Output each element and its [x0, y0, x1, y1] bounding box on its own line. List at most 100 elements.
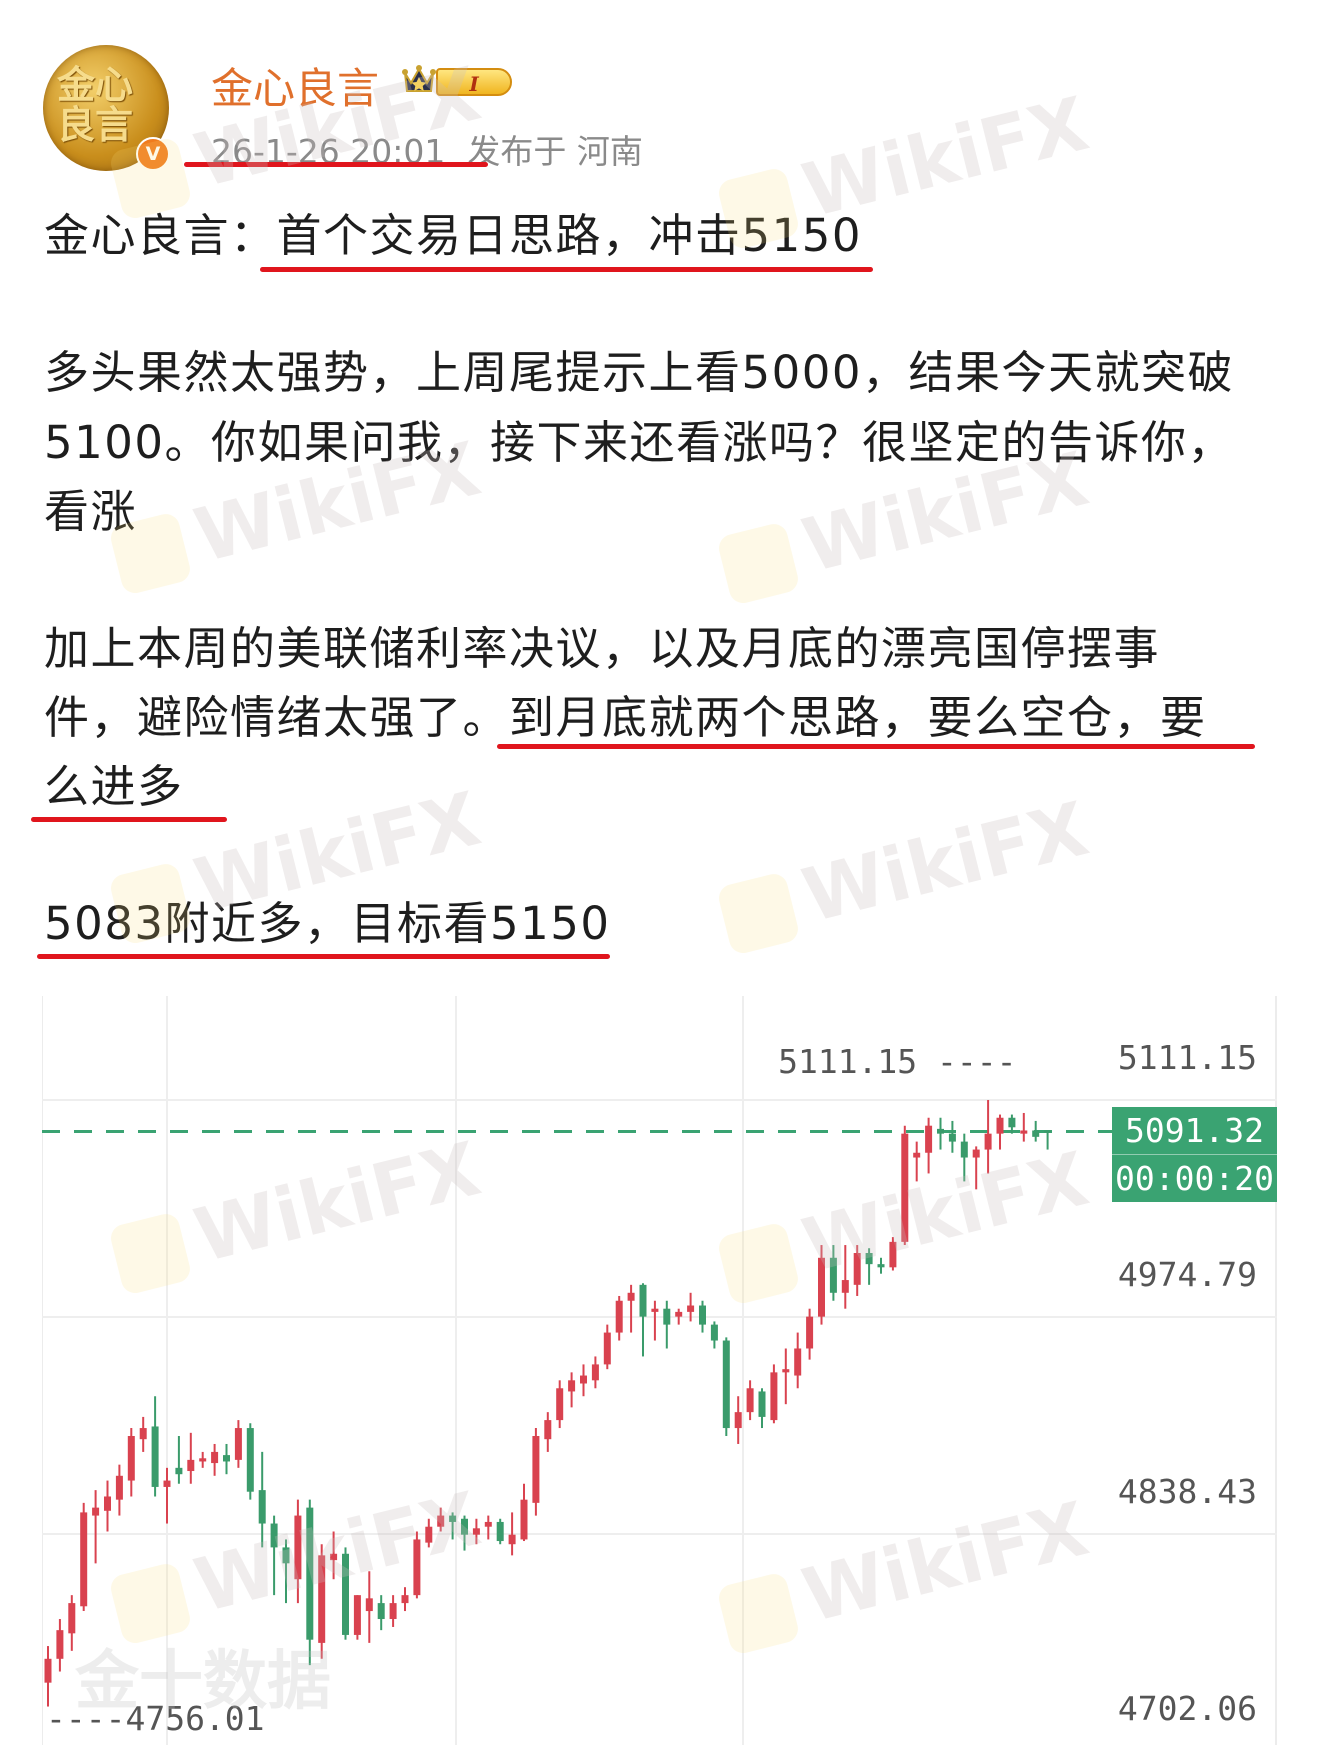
candle-body [580, 1375, 587, 1384]
current-price: 5091.32 [1124, 1111, 1265, 1150]
candle-body [377, 1603, 385, 1620]
watermark: WikiFX [713, 786, 1096, 960]
author-avatar[interactable]: 金心 良言 [43, 45, 169, 171]
paragraph1-line: 看涨 [44, 485, 138, 538]
highlight-underline [497, 744, 1255, 749]
paragraph2-line: 加上本周的美联储利率决议，以及月底的漂亮国停摆事 [44, 622, 1161, 675]
candle-body [425, 1526, 433, 1543]
candle-body [984, 1133, 992, 1150]
candle-body [234, 1428, 242, 1460]
post-title: 金心良言：首个交易日思路，冲击5150 [44, 206, 862, 266]
candle-body [818, 1257, 825, 1317]
watermark-logo-icon [716, 521, 802, 607]
candle-body [496, 1521, 504, 1542]
candle-body [353, 1595, 361, 1635]
candle-body [877, 1264, 885, 1268]
trade-plan-line: 5083附近多，目标看5150 [44, 897, 611, 950]
candle-body [294, 1515, 302, 1580]
candle-body [127, 1436, 135, 1481]
crown-icon [402, 65, 436, 92]
author-name[interactable]: 金心良言 [211, 64, 380, 113]
price-chart [42, 996, 1277, 1745]
candle-body [532, 1436, 540, 1503]
candle-body [960, 1141, 968, 1158]
candle-body [282, 1547, 290, 1564]
candle-body [663, 1308, 671, 1325]
candle-body [151, 1426, 159, 1487]
candle-body [187, 1459, 195, 1472]
candle-body [996, 1117, 1004, 1134]
candle-body [520, 1499, 528, 1540]
candle-body [758, 1391, 766, 1417]
candle-body [889, 1241, 897, 1268]
candle-body [746, 1388, 754, 1413]
candle-body [306, 1507, 314, 1640]
candle-body [913, 1152, 921, 1158]
candle-body [484, 1521, 492, 1527]
candle-body [710, 1324, 718, 1341]
candle-body [318, 1555, 326, 1643]
candle-body [211, 1451, 219, 1464]
candle-body [901, 1133, 909, 1242]
candle-body [270, 1523, 278, 1548]
candle-body [734, 1412, 742, 1429]
candle-body [568, 1380, 576, 1392]
candle-body [603, 1332, 611, 1365]
candle-body [401, 1595, 409, 1604]
highlight-underline [31, 817, 227, 822]
candle-body [258, 1490, 266, 1524]
candle-body [841, 1280, 849, 1293]
candle-body [794, 1348, 802, 1376]
verified-badge-icon: V [136, 137, 170, 171]
candle-body [139, 1428, 147, 1440]
y-tick-label: 4838.43 [1117, 1471, 1257, 1511]
candle-body [44, 1658, 52, 1683]
candle-body [651, 1308, 659, 1312]
candle-body [365, 1598, 373, 1612]
candle-body [782, 1369, 790, 1373]
candle-body [508, 1534, 516, 1545]
candle-body [68, 1603, 76, 1634]
y-tick-label: 4974.79 [1117, 1254, 1257, 1294]
candle-body [56, 1630, 64, 1659]
candle-body [865, 1253, 873, 1265]
candle-body [115, 1475, 123, 1500]
candle-body [246, 1428, 254, 1492]
candle-body [687, 1305, 695, 1312]
paragraph1-line: 多头果然太强势，上周尾提示上看5000，结果今天就突破 [44, 346, 1235, 399]
paragraph2-line: 件，避险情绪太强了。到月底就两个思路，要么空仓，要 [44, 688, 1207, 748]
candle-body [770, 1372, 778, 1421]
candle-body [92, 1507, 100, 1516]
highlight-underline [37, 954, 610, 959]
candle-body [925, 1125, 933, 1153]
candle-body [627, 1292, 635, 1301]
candle-body [472, 1528, 480, 1535]
candle-body [413, 1539, 421, 1596]
candle-body [104, 1496, 111, 1511]
candle-body [675, 1311, 683, 1317]
candle-body [461, 1518, 468, 1535]
candle-body [389, 1603, 397, 1620]
candle-body [449, 1515, 457, 1522]
candle-body [556, 1388, 564, 1421]
paragraph2-plain: 件，避险情绪太强了。 [44, 691, 510, 744]
level-badge: I [436, 68, 512, 96]
candle-body [829, 1257, 837, 1293]
y-tick-label: 5111.15 [1117, 1038, 1257, 1077]
candle-body [544, 1420, 552, 1440]
candle-body [437, 1515, 445, 1527]
paragraph1-line: 5100。你如果问我，接下来还看涨吗？很坚定的告诉你， [44, 416, 1235, 469]
high-annotation: 5111.15 ---- [778, 1042, 1017, 1081]
candle-body [330, 1553, 338, 1561]
candle-body [223, 1455, 230, 1462]
candle-body [1044, 1130, 1052, 1133]
candle-body [1008, 1117, 1016, 1128]
candle-body [853, 1253, 861, 1285]
paragraph2-line: 么进多 [44, 760, 184, 813]
candle-body [1020, 1130, 1028, 1134]
title-prefix: 金心良言： [44, 209, 277, 262]
candle-body [972, 1149, 980, 1158]
highlight-underline [184, 162, 488, 167]
watermark-logo-icon [716, 871, 802, 957]
candle-body [591, 1364, 599, 1381]
